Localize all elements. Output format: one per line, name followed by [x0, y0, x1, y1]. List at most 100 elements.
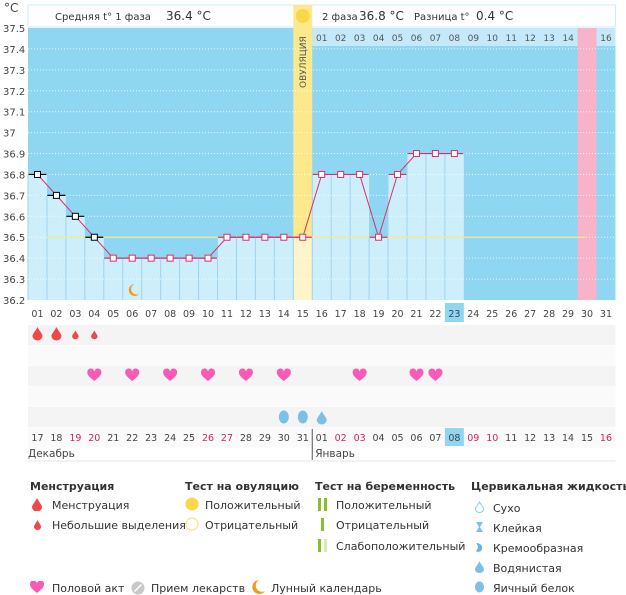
- calendar-date: 26: [202, 433, 214, 444]
- temperature-point: [318, 170, 326, 178]
- heart-icon: [428, 368, 443, 381]
- cycle-day-label: 13: [259, 309, 271, 320]
- marker-row: [28, 427, 616, 448]
- calendar-date: 23: [145, 433, 157, 444]
- temperature-bar: [103, 258, 123, 300]
- next-cycle-day-label: 01: [316, 34, 327, 44]
- y-tick-label: 37.5: [3, 24, 25, 35]
- cycle-day-label: 09: [183, 309, 195, 320]
- y-tick-label: 36.5: [3, 233, 25, 244]
- next-cycle-day-label: 07: [430, 34, 441, 44]
- temperature-point: [223, 233, 231, 241]
- expected-period-column: [577, 28, 597, 300]
- temperature-point: [280, 233, 288, 241]
- y-tick-label: 37.3: [3, 66, 25, 77]
- cycle-day-label: 10: [202, 309, 214, 320]
- legend-cervical-title: Цервикальная жидкость: [471, 480, 626, 493]
- calendar-date: 28: [240, 433, 252, 444]
- moon-icon: [128, 284, 140, 296]
- y-tick-label: 36.9: [3, 150, 25, 161]
- spotting-drop-icon: [72, 330, 79, 340]
- heart-icon: [276, 368, 291, 381]
- temperature-point: [109, 254, 117, 262]
- cycle-day-label: 11: [221, 309, 233, 320]
- legend-ovulation-positive: Положительный: [205, 499, 301, 512]
- ovulation-positive-icon: [185, 497, 199, 511]
- heart-icon: [200, 368, 216, 381]
- calendar-date: 10: [486, 433, 498, 444]
- cycle-day-label: 19: [373, 309, 385, 320]
- temperature-bar: [369, 237, 389, 300]
- cycle-day-label: 25: [486, 309, 498, 320]
- cycle-day-label: 08: [164, 309, 176, 320]
- legend-watery: Водянистая: [493, 562, 562, 575]
- next-cycle-day-label: 03: [354, 34, 365, 44]
- month-label: Январь: [315, 448, 355, 460]
- temperature-bar: [255, 237, 275, 300]
- calendar-date: 01: [316, 433, 328, 444]
- temperature-bar: [217, 237, 237, 300]
- ovulation-negative-icon: [185, 517, 199, 531]
- cycle-day-label: 14: [278, 309, 290, 320]
- cycle-day-label: 01: [31, 309, 43, 320]
- temperature-point: [394, 170, 402, 178]
- temperature-bar: [444, 153, 464, 300]
- cycle-day-label: 03: [69, 309, 81, 320]
- calendar-date: 31: [297, 433, 309, 444]
- marker-row: [28, 386, 616, 407]
- phase1-value: 36.4 °C: [166, 9, 211, 23]
- legend-intercourse: Половой акт: [52, 582, 125, 595]
- cycle-day-label: 20: [391, 309, 403, 320]
- unit-label: °C: [4, 1, 18, 15]
- temperature-bar: [407, 153, 426, 300]
- next-cycle-day-label: 04: [373, 34, 385, 44]
- calendar-date: 13: [543, 433, 555, 444]
- calendar-date: 06: [410, 433, 422, 444]
- cycle-day-label: 06: [126, 309, 138, 320]
- menstruation-drop-icon: [51, 327, 62, 341]
- legend-pregnancy-negative: Отрицательный: [336, 519, 430, 532]
- temperature-point: [128, 254, 136, 262]
- temperature-point: [147, 254, 155, 262]
- calendar-date: 14: [562, 433, 574, 444]
- legend-spotting: Небольшие выделения: [52, 519, 186, 532]
- calendar-date: 19: [69, 433, 81, 444]
- calendar-date: 09: [467, 433, 479, 444]
- next-cycle-day-label: 08: [449, 34, 461, 44]
- legend-dry: Сухо: [493, 502, 521, 515]
- heart-icon: [163, 368, 178, 381]
- temperature-bar: [293, 237, 313, 300]
- cycle-day-label: 02: [50, 309, 62, 320]
- calendar-date: 11: [505, 433, 517, 444]
- cycle-day-label: 17: [335, 309, 347, 320]
- temperature-point: [166, 254, 174, 262]
- cycle-day-label: 26: [505, 309, 517, 320]
- moon-icon: [252, 580, 265, 594]
- next-cycle-day-label: 12: [524, 34, 535, 44]
- calendar-date: 07: [429, 433, 441, 444]
- cycle-day-label: 28: [543, 309, 555, 320]
- pregnancy-negative-icon: [321, 518, 324, 531]
- cycle-day-label: 05: [107, 309, 119, 320]
- temperature-point: [299, 233, 307, 241]
- legend-lunar: Лунный календарь: [271, 582, 382, 595]
- temperature-bar: [425, 153, 445, 300]
- bbt-chart: Средняя t° 1 фаза 36.4 °C 2 фаза 36.8 °C Раз…: [3, 1, 616, 462]
- calendar-date: 05: [391, 433, 403, 444]
- spotting-drop-icon: [91, 330, 98, 340]
- temperature-point: [261, 233, 269, 241]
- temperature-point: [431, 150, 439, 158]
- diff-label: Разница t°: [414, 12, 470, 23]
- y-tick-label: 36.7: [3, 191, 25, 202]
- calendar-date: 22: [126, 433, 138, 444]
- legend-pregnancy-positive: Положительный: [336, 499, 432, 512]
- temperature-point: [242, 233, 250, 241]
- y-tick-label: 36.3: [3, 275, 25, 286]
- legend-sticky: Клейкая: [493, 522, 542, 535]
- temperature-point: [33, 170, 41, 178]
- cycle-day-label: 18: [354, 309, 366, 320]
- legend-egg-white: Яичный белок: [493, 582, 575, 595]
- marker-row: [28, 345, 616, 366]
- temperature-point: [52, 191, 60, 199]
- y-tick-label: 36.4: [3, 254, 25, 265]
